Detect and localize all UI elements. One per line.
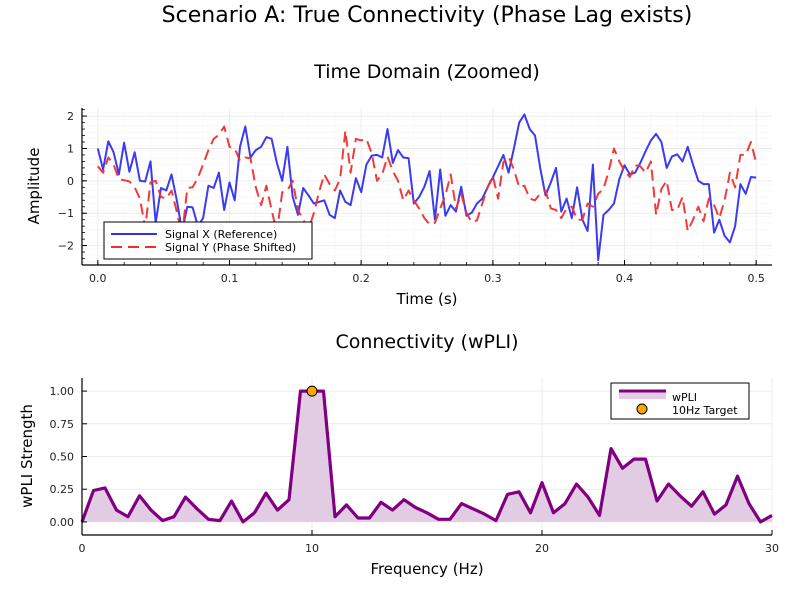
y-tick-label: 1: [67, 142, 74, 155]
wpli-legend-box: [610, 382, 750, 420]
y-tick-label: −1: [58, 207, 74, 220]
time-domain-legend: Signal X (Reference) Signal Y (Phase Shi…: [103, 221, 313, 260]
legend-label-wpli: wPLI: [672, 391, 697, 404]
y-tick-label: 0.25: [50, 483, 75, 496]
x-tick-label: 0.4: [616, 272, 634, 285]
wpli-legend: wPLI 10Hz Target: [610, 382, 750, 420]
x-tick-label: 0: [79, 542, 86, 555]
wpli-ylabel: wPLI Strength: [18, 404, 36, 508]
x-tick-label: 10: [305, 542, 319, 555]
wpli-xlabel: Frequency (Hz): [370, 560, 483, 578]
wpli-plot: Connectivity (wPLI) 0 10 20 301.000.750.500…: [18, 331, 779, 578]
y-tick-label: −2: [58, 240, 74, 253]
time-domain-xlabel: Time (s): [396, 290, 458, 308]
time-domain-plot: Time Domain (Zoomed) 0.0 0.1 0.2 0.3 0.4 0.5 2…: [25, 61, 772, 308]
legend-label-signal-x: Signal X (Reference): [165, 228, 277, 241]
time-domain-title: Time Domain (Zoomed): [313, 61, 540, 83]
y-tick-label: 0.00: [50, 516, 75, 529]
x-tick-label: 0.1: [221, 272, 239, 285]
y-tick-label: 2: [67, 110, 74, 123]
x-tick-label: 20: [535, 542, 549, 555]
time-domain-legend-box: [103, 221, 313, 260]
x-tick-label: 0.2: [352, 272, 370, 285]
x-tick-label: 0.3: [484, 272, 502, 285]
legend-label-target: 10Hz Target: [672, 404, 738, 417]
time-domain-series: [96, 113, 758, 262]
wpli-area-fill: [82, 391, 772, 522]
figure-suptitle: Scenario A: True Connectivity (Phase Lag…: [162, 3, 693, 28]
wpli-grid: [81, 378, 773, 535]
x-tick-label: 0.0: [89, 272, 107, 285]
signal-y-line: [97, 125, 758, 237]
wpli-line: [80, 389, 773, 524]
signal-x-line: [96, 113, 757, 262]
x-tick-label: 30: [765, 542, 779, 555]
wpli-title: Connectivity (wPLI): [335, 331, 518, 353]
wpli-ticks: 0 10 20 30 1.00 0.75 0.50 0.25 0.00: [50, 385, 780, 555]
legend-swatch-target: [636, 403, 648, 415]
legend-swatch-wpli-fill: [619, 391, 666, 399]
y-tick-label: 0: [67, 175, 74, 188]
target-marker-10hz: [306, 385, 318, 397]
legend-label-signal-y: Signal Y (Phase Shifted): [165, 241, 296, 254]
wpli-series: [80, 385, 773, 524]
time-domain-ylabel: Amplitude: [25, 148, 43, 225]
y-tick-label: 1.00: [50, 385, 75, 398]
time-domain-ticks: 0.0 0.1 0.2 0.3 0.4 0.5 2 1 0 −1 −2: [58, 109, 765, 285]
y-tick-label: 0.50: [50, 451, 75, 464]
y-tick-label: 0.75: [50, 418, 75, 431]
x-tick-label: 0.5: [747, 272, 765, 285]
